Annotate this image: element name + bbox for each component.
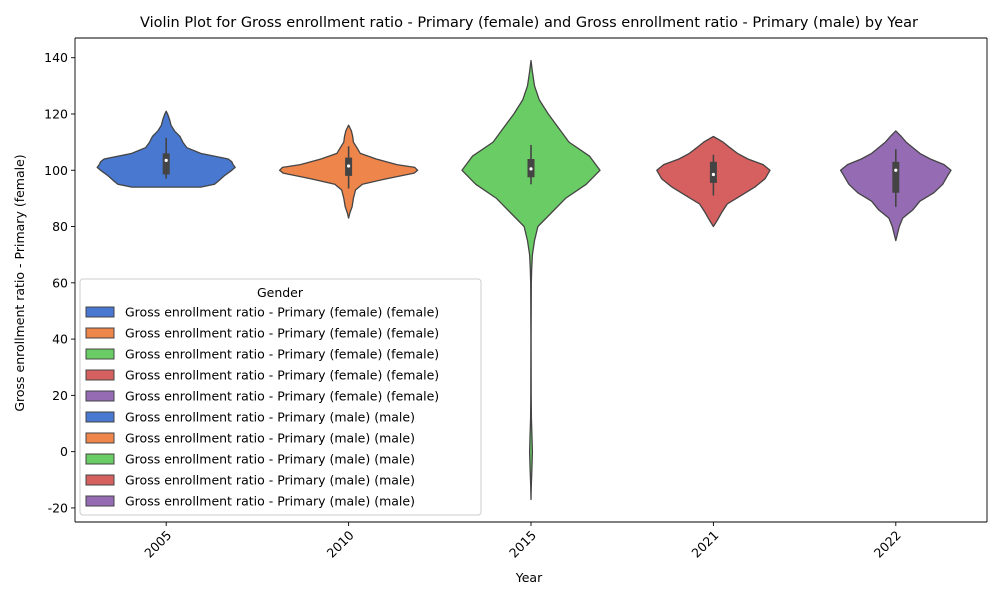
y-tick-label: 20 [52,388,68,403]
violin-median-2022 [894,168,898,172]
y-tick-label: 100 [44,163,68,178]
legend-swatch [85,369,115,381]
legend-swatch [85,495,115,507]
violin-median-2005 [164,158,168,163]
legend-swatch [85,453,115,465]
violin-2010 [278,124,419,219]
legend-label: Gross enrollment ratio - Primary (female… [125,305,439,320]
legend-label: Gross enrollment ratio - Primary (female… [125,326,439,341]
legend-frame [79,278,482,516]
legend-entries: Gross enrollment ratio - Primary (female… [85,305,439,509]
legend-label: Gross enrollment ratio - Primary (male) … [125,410,415,425]
legend-swatch [85,390,115,402]
y-tick-label: 80 [52,219,68,234]
legend-swatch [85,327,115,339]
legend-title: Gender [257,285,304,300]
legend-label: Gross enrollment ratio - Primary (female… [125,368,439,383]
legend-label: Gross enrollment ratio - Primary (male) … [125,452,415,467]
y-tick-label: 40 [52,332,68,347]
legend-label: Gross enrollment ratio - Primary (female… [125,347,439,362]
legend-label: Gross enrollment ratio - Primary (male) … [125,431,415,446]
x-axis-label: Year [515,570,543,585]
legend-label: Gross enrollment ratio - Primary (male) … [125,473,415,488]
violin-median-2010 [347,164,351,168]
legend-swatch [85,348,115,360]
y-tick-label: 120 [44,106,68,121]
violin-2015 [461,59,601,501]
legend-swatch [85,411,115,423]
y-tick-label: 0 [60,444,68,459]
legend-swatch [85,432,115,444]
violin-iqr-box-2021 [709,161,717,183]
chart-title: Violin Plot for Gross enrollment ratio -… [140,15,918,31]
violin-2022 [839,130,952,242]
legend: Gender Gross enrollment ratio - Primary … [79,278,482,516]
y-tick-label: -20 [48,500,68,515]
violin-median-2021 [711,172,716,177]
legend-swatch [85,306,115,318]
y-axis-label: Gross enrollment ratio - Primary (female… [12,154,27,411]
legend-label: Gross enrollment ratio - Primary (male) … [125,494,415,509]
y-tick-label: 140 [44,50,68,65]
y-tick-label: 60 [52,275,68,290]
violin-iqr-box-2022 [892,161,900,193]
legend-swatch [85,474,115,486]
violin-2021 [656,135,771,228]
violin-2005 [96,110,236,188]
legend-label: Gross enrollment ratio - Primary (female… [125,389,439,404]
violin-body-2015 [461,59,601,501]
violin-iqr-box-2005 [162,153,170,175]
violin-median-2015 [529,167,533,171]
